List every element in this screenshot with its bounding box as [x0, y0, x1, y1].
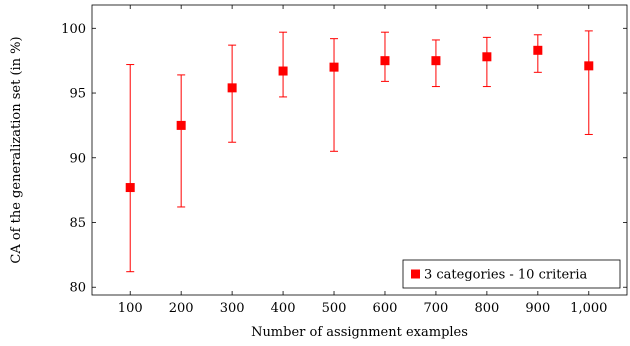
y-axis-label: CA of the generalization set (in %) [9, 36, 24, 263]
y-tick-label: 95 [69, 87, 86, 102]
plot-area [91, 4, 628, 296]
y-axis: 80 85 90 95 100 [61, 22, 627, 296]
x-axis: 100 200 300 400 500 600 700 800 900 1,000 [118, 5, 607, 316]
legend-label: 3 categories - 10 criteria [424, 268, 588, 283]
legend: 3 categories - 10 criteria [402, 259, 621, 289]
x-tick-label: 900 [525, 301, 550, 316]
x-tick-label: 300 [220, 301, 245, 316]
legend-marker [411, 269, 420, 279]
y-tick-label: 85 [69, 216, 86, 231]
data-point [584, 61, 594, 71]
data-point [533, 45, 543, 55]
data-point [431, 56, 441, 66]
x-axis-label: Number of assignment examples [251, 325, 468, 340]
legend-box [402, 259, 621, 289]
y-tick-label: 100 [61, 22, 86, 37]
x-tick-label: 600 [373, 301, 398, 316]
data-series [125, 30, 594, 273]
data-point [125, 183, 135, 193]
x-tick-label: 200 [169, 301, 194, 316]
data-point [482, 52, 492, 62]
x-tick-label: 1,000 [570, 301, 607, 316]
data-point [227, 83, 237, 93]
data-point [329, 62, 339, 72]
x-tick-label: 500 [322, 301, 347, 316]
series [125, 30, 594, 273]
x-tick-label: 100 [118, 301, 143, 316]
data-point [278, 66, 288, 76]
plot-frame [91, 4, 628, 296]
x-tick-label: 800 [474, 301, 499, 316]
data-point [176, 120, 186, 130]
x-tick-label: 700 [424, 301, 449, 316]
x-tick-label: 400 [271, 301, 296, 316]
data-point [380, 56, 390, 66]
y-tick-label: 80 [69, 281, 86, 296]
y-tick-label: 90 [69, 151, 86, 166]
